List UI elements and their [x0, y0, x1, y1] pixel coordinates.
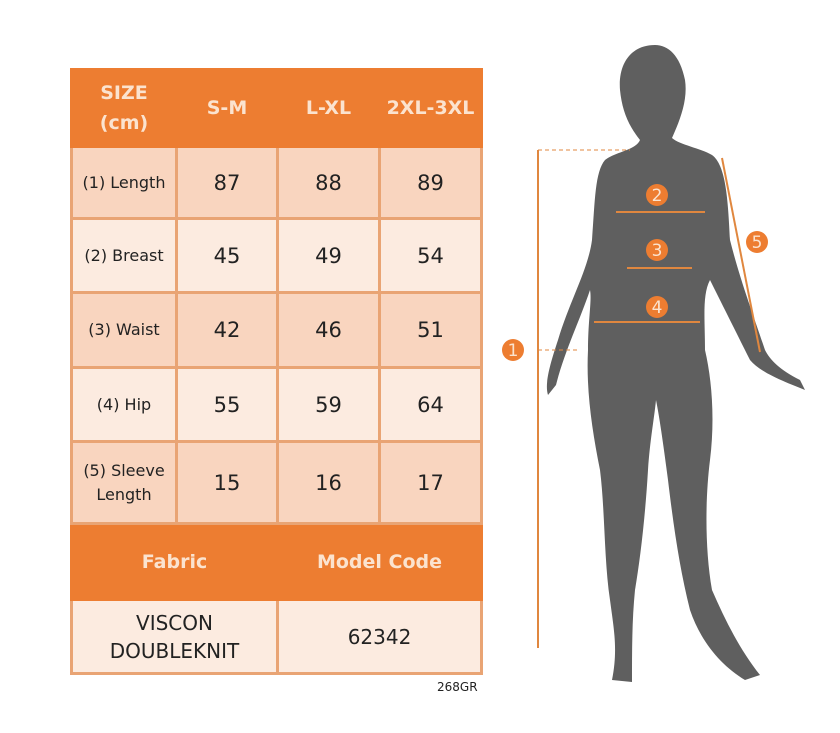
table-row: (4) Hip 55 59 64	[70, 366, 483, 443]
silhouette	[546, 45, 805, 682]
marker-2: 2	[652, 186, 663, 206]
table-row: (3) Waist 42 46 51	[70, 291, 483, 369]
fabric-value: VISCON DOUBLEKNIT	[70, 598, 279, 675]
cell: 16	[276, 440, 381, 525]
marker-3: 3	[652, 241, 663, 261]
table-row: (1) Length 87 88 89	[70, 145, 483, 220]
model-code-value: 62342	[276, 598, 483, 675]
cell: 17	[378, 440, 483, 525]
marker-5: 5	[752, 233, 763, 253]
fabric-header: Fabric	[70, 522, 279, 601]
size-chart-table: SIZE (cm) S-M L-XL 2XL-3XL (1) Length 87…	[70, 68, 483, 675]
product-code: 268GR	[437, 680, 478, 694]
cell: 55	[175, 366, 279, 443]
header-2xl-3xl: 2XL-3XL	[378, 68, 483, 148]
header-row: SIZE (cm) S-M L-XL 2XL-3XL	[70, 68, 483, 148]
header-size: SIZE (cm)	[70, 68, 178, 148]
header-l-xl: L-XL	[276, 68, 381, 148]
cell: 49	[276, 217, 381, 294]
row-label: (3) Waist	[70, 291, 178, 369]
cell: 59	[276, 366, 381, 443]
table-row: (2) Breast 45 49 54	[70, 217, 483, 294]
cell: 45	[175, 217, 279, 294]
cell: 46	[276, 291, 381, 369]
cell: 88	[276, 145, 381, 220]
header-s-m: S-M	[175, 68, 279, 148]
length-label: (1) Length	[82, 172, 166, 192]
fabric-row: VISCON DOUBLEKNIT 62342	[70, 598, 483, 675]
cell: 51	[378, 291, 483, 369]
cell: 64	[378, 366, 483, 443]
marker-1: 1	[508, 341, 519, 361]
row-label: (2) Breast	[70, 217, 178, 294]
cell: 54	[378, 217, 483, 294]
row-label: (5) Sleeve Length	[70, 440, 178, 525]
row-label: (1) Length	[70, 145, 178, 220]
table-row: (5) Sleeve Length 15 16 17	[70, 440, 483, 525]
cell: 89	[378, 145, 483, 220]
row-label: (4) Hip	[70, 366, 178, 443]
fabric-header-row: Fabric Model Code	[70, 522, 483, 601]
body-silhouette-diagram: 1 2 3 4 5	[502, 45, 805, 682]
marker-4: 4	[652, 298, 663, 318]
cell: 42	[175, 291, 279, 369]
cell: 15	[175, 440, 279, 525]
model-code-header: Model Code	[276, 522, 483, 601]
cell: 87	[175, 145, 279, 220]
